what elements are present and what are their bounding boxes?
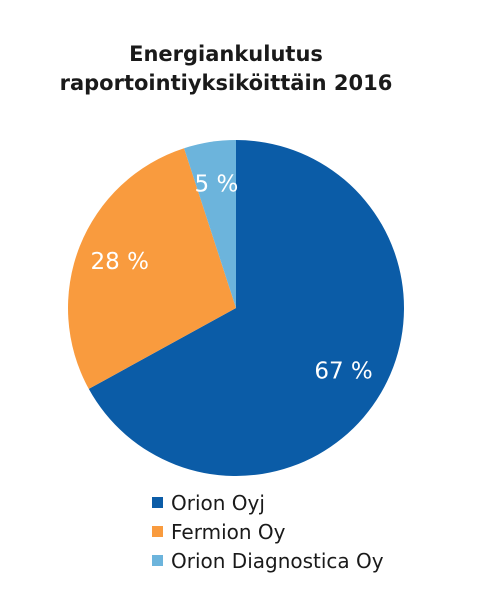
legend-label-fermion-oy: Fermion Oy bbox=[171, 519, 286, 544]
legend-swatch-orion-diagnostica-oy bbox=[152, 555, 163, 566]
legend-label-orion-oyj: Orion Oyj bbox=[171, 490, 265, 515]
data-label-orion-oyj: 67 % bbox=[314, 359, 372, 385]
legend-label-orion-diagnostica-oy: Orion Diagnostica Oy bbox=[171, 548, 384, 573]
chart-title-line-2: raportointiyksiköittäin 2016 bbox=[59, 71, 393, 95]
pie-slice-fermion-oy bbox=[68, 148, 236, 389]
legend-swatch-fermion-oy bbox=[152, 526, 163, 537]
data-label-orion-diagnostica-oy: 5 % bbox=[195, 172, 239, 198]
chart-title: Energiankulutus raportointiyksiköittäin … bbox=[0, 40, 452, 98]
legend-swatch-orion-oyj bbox=[152, 497, 163, 508]
legend-item-fermion-oy: Fermion Oy bbox=[152, 517, 384, 546]
legend-item-orion-diagnostica-oy: Orion Diagnostica Oy bbox=[152, 546, 384, 575]
pie-slice-orion-diagnostica-oy bbox=[184, 140, 236, 308]
chart-title-line-1: Energiankulutus bbox=[129, 42, 323, 66]
data-label-fermion-oy: 28 % bbox=[91, 249, 149, 275]
legend: Orion Oyj Fermion Oy Orion Diagnostica O… bbox=[152, 488, 384, 575]
legend-item-orion-oyj: Orion Oyj bbox=[152, 488, 384, 517]
pie-slice-orion-oyj bbox=[88, 140, 404, 476]
